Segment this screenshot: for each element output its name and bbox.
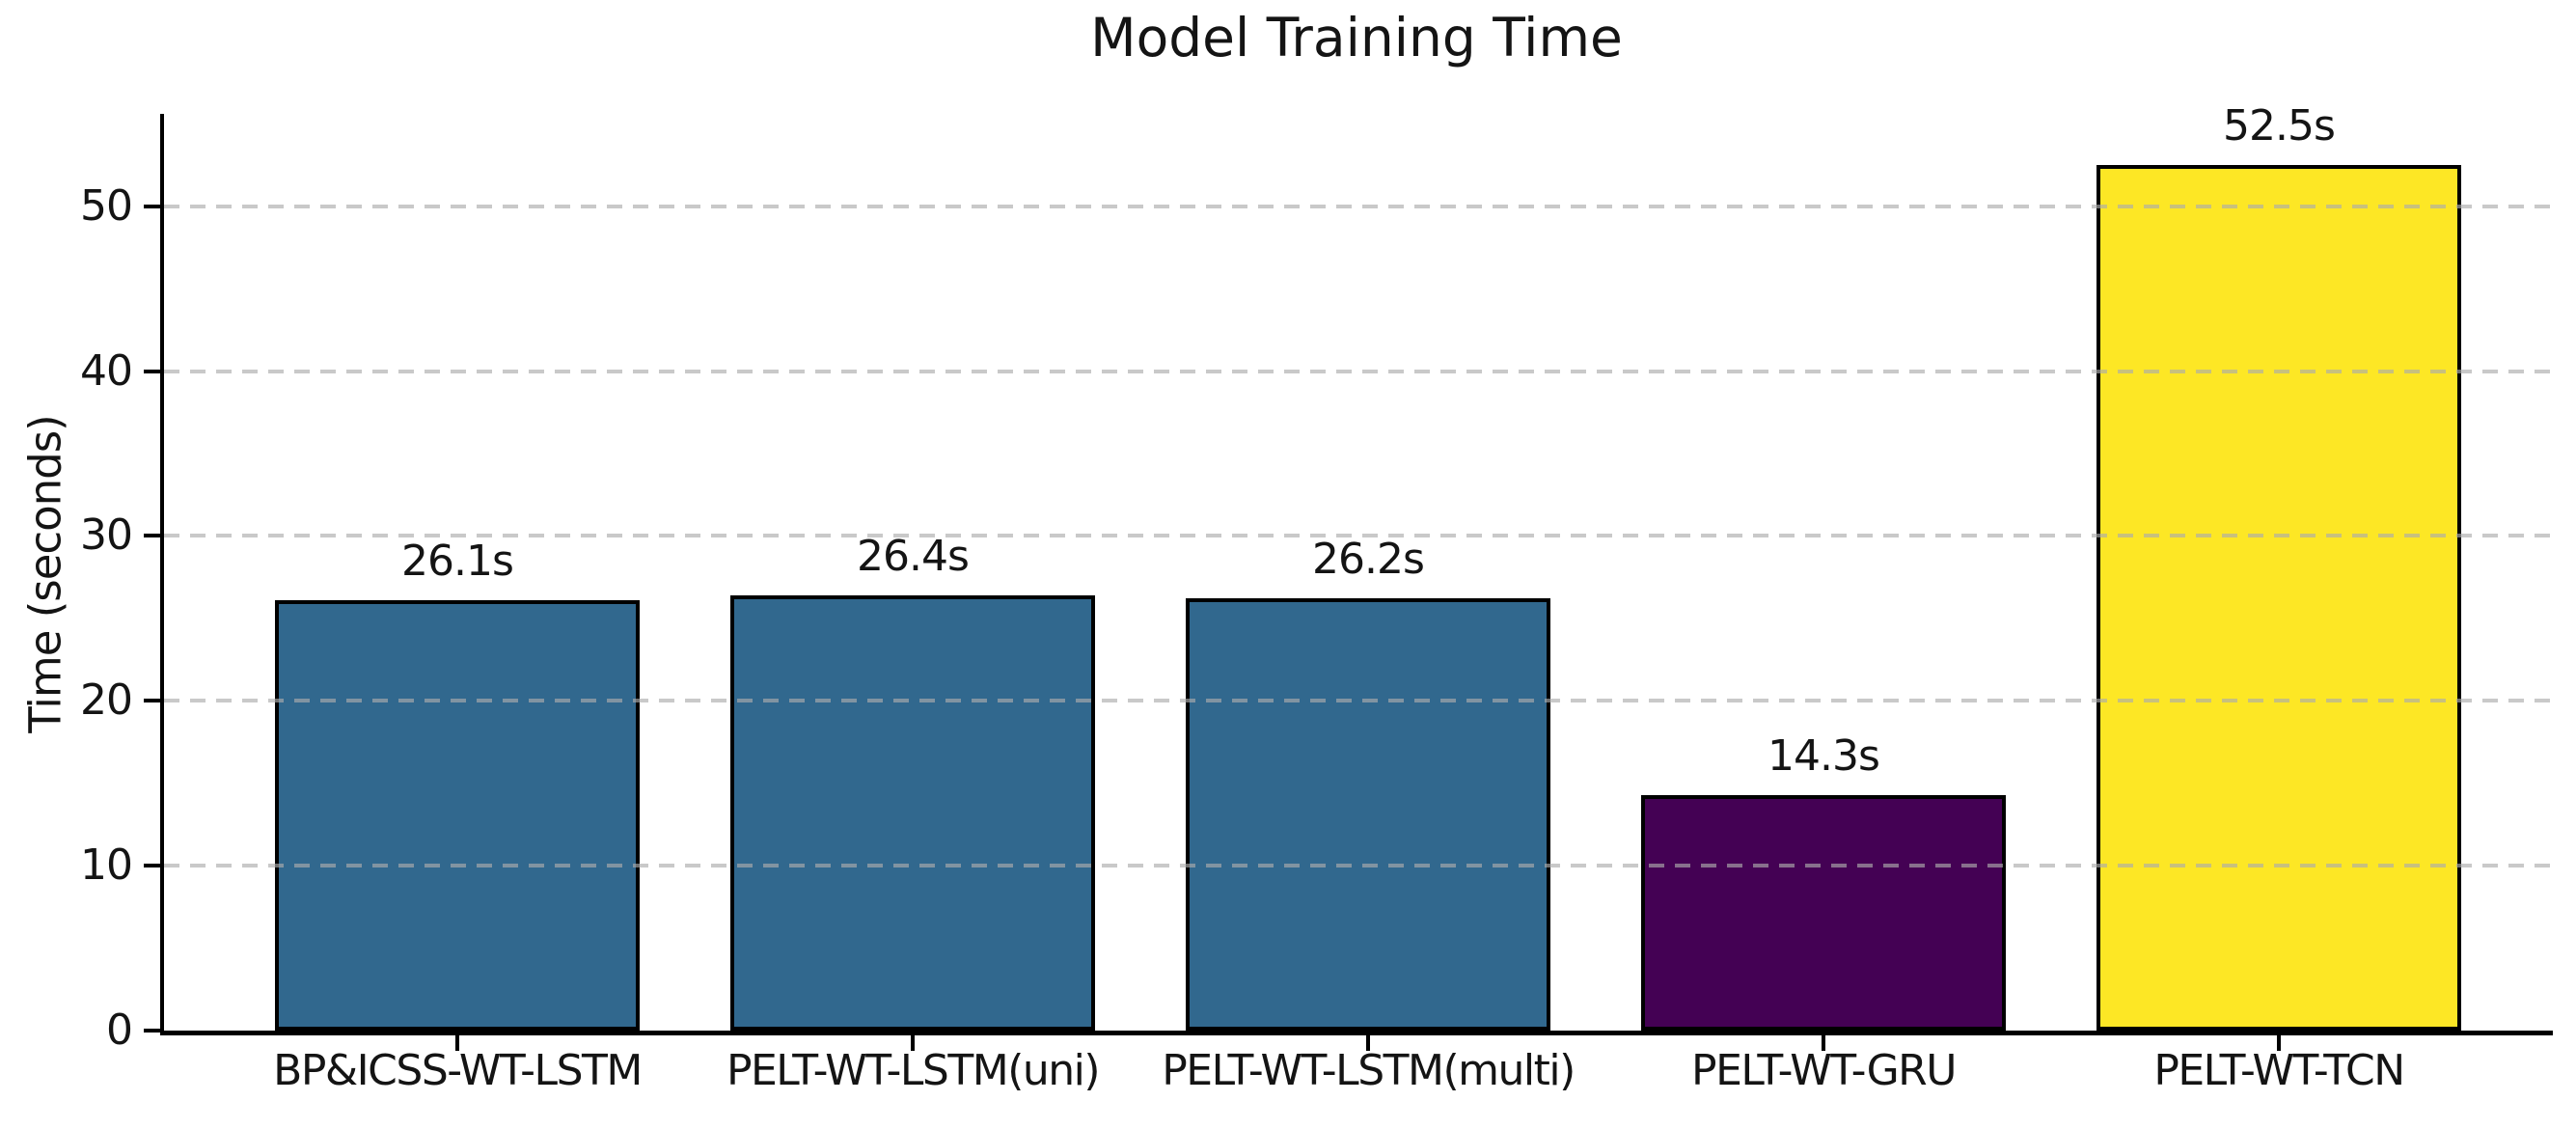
gridline xyxy=(164,204,2553,208)
x-tick-label: PELT-WT-LSTM(uni) xyxy=(726,1046,1101,1095)
y-tick-label: 50 xyxy=(80,180,133,231)
y-tick-label: 40 xyxy=(80,345,133,396)
x-tick-mark xyxy=(1822,1035,1825,1051)
bar-1 xyxy=(275,600,640,1031)
x-tick-label: BP&ICSS-WT-LSTM xyxy=(273,1046,643,1095)
gridline xyxy=(164,699,2553,703)
bar-4 xyxy=(1641,794,2006,1031)
x-tick-mark xyxy=(455,1035,459,1051)
bar-value-label: 52.5s xyxy=(2223,100,2336,151)
x-tick-mark xyxy=(911,1035,915,1051)
gridline xyxy=(164,534,2553,538)
x-tick-mark xyxy=(1366,1035,1370,1051)
bar-value-label: 26.1s xyxy=(401,537,514,587)
y-tick-label: 30 xyxy=(80,510,133,561)
y-tick-mark xyxy=(144,534,160,538)
y-tick-label: 20 xyxy=(80,675,133,726)
x-tick-mark xyxy=(2277,1035,2281,1051)
y-tick-label: 10 xyxy=(80,840,133,891)
bar-2 xyxy=(730,594,1095,1031)
gridline xyxy=(164,864,2553,868)
x-tick-label: PELT-WT-LSTM(multi) xyxy=(1162,1046,1576,1095)
chart-title: Model Training Time xyxy=(1090,7,1623,69)
y-tick-mark xyxy=(144,864,160,868)
x-tick-label: PELT-WT-TCN xyxy=(2153,1046,2405,1095)
bar-3 xyxy=(1186,598,1550,1031)
bar-5 xyxy=(2096,164,2461,1031)
bar-value-label: 26.2s xyxy=(1312,535,1425,585)
y-tick-mark xyxy=(144,204,160,208)
y-tick-mark xyxy=(144,699,160,703)
bar-value-label: 14.3s xyxy=(1768,730,1880,781)
y-tick-mark xyxy=(144,369,160,373)
y-tick-label: 0 xyxy=(106,1005,133,1055)
bar-value-label: 26.4s xyxy=(857,531,970,581)
y-tick-mark xyxy=(144,1029,160,1033)
plot-area: 26.1s 26.4s 26.2s 14.3s 52.5s xyxy=(160,104,2553,1035)
gridline xyxy=(164,369,2553,373)
x-tick-label: PELT-WT-GRU xyxy=(1691,1046,1957,1095)
